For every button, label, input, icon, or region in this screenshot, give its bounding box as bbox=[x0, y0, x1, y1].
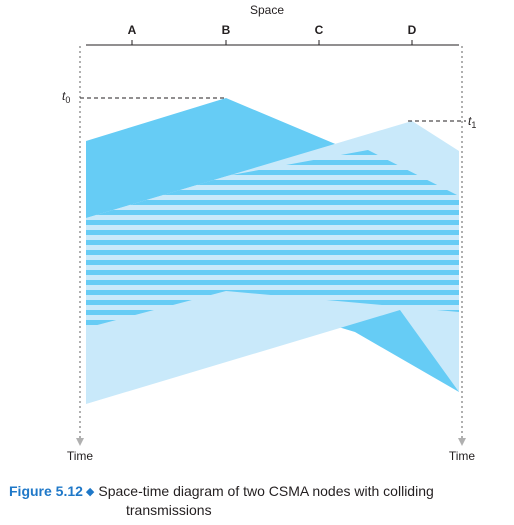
node-d: D bbox=[408, 23, 417, 45]
node-a-label: A bbox=[128, 23, 137, 37]
figure-number: Figure 5.12 bbox=[9, 483, 83, 499]
node-b: B bbox=[222, 23, 231, 45]
time-label-left: Time bbox=[67, 449, 94, 463]
t0-label: t0 bbox=[62, 89, 70, 105]
caption-line-2: transmissions bbox=[126, 502, 212, 518]
time-label-right: Time bbox=[449, 449, 476, 463]
space-axis-label: Space bbox=[250, 3, 284, 17]
time-axis-left-arrow bbox=[76, 438, 84, 446]
time-axis-right-arrow bbox=[458, 438, 466, 446]
collision-region bbox=[86, 150, 459, 328]
space-time-diagram: Space A B C D t0 bbox=[62, 3, 476, 463]
node-c: C bbox=[315, 23, 324, 45]
node-c-label: C bbox=[315, 23, 324, 37]
node-b-label: B bbox=[222, 23, 231, 37]
caption-line-1: Space-time diagram of two CSMA nodes wit… bbox=[98, 483, 434, 499]
figure-caption: Figure 5.12 ◆ Space-time diagram of two CS… bbox=[9, 483, 509, 519]
t1-label: t1 bbox=[468, 114, 476, 130]
node-a: A bbox=[128, 23, 137, 45]
diamond-icon: ◆ bbox=[85, 486, 95, 498]
node-d-label: D bbox=[408, 23, 417, 37]
